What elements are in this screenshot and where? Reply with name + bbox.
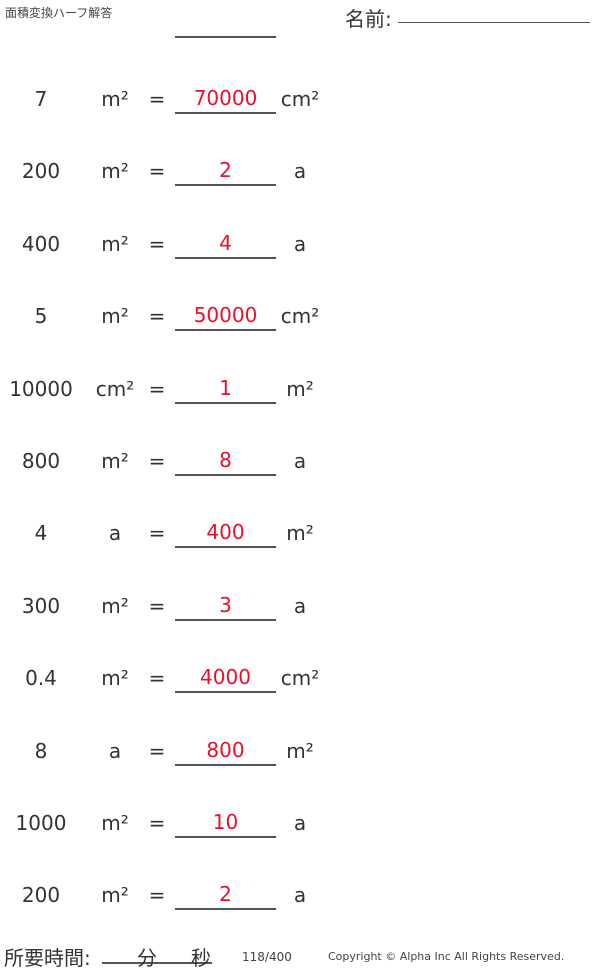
problem-value: 5	[34, 304, 48, 329]
time-field[interactable]	[102, 962, 212, 964]
problem-value: 300	[21, 593, 61, 618]
answer-field[interactable]: 3	[175, 591, 276, 621]
from-unit: m²	[101, 87, 129, 111]
copyright: Copyright © Alpha Inc All Rights Reserve…	[328, 950, 565, 963]
answer-field[interactable]: 2	[175, 156, 276, 187]
from-unit: m²	[101, 666, 129, 691]
answer-field[interactable]: 4000	[175, 663, 276, 694]
answer-field[interactable]: 8	[175, 446, 276, 476]
from-unit: m²	[101, 449, 129, 473]
time-label: 所要時間:	[4, 946, 91, 970]
to-unit: a	[293, 449, 307, 473]
problem-value: 4	[34, 521, 48, 546]
minutes-label: 分	[137, 946, 157, 970]
problem-row: 4 a = 400 m²	[0, 518, 600, 549]
equals-sign: =	[148, 883, 166, 908]
equals-sign: =	[148, 521, 166, 546]
to-unit: a	[293, 159, 307, 184]
problem-value: 0.4	[25, 666, 57, 691]
to-unit: a	[293, 883, 307, 908]
answer-field[interactable]: 10	[175, 808, 276, 838]
from-unit: m²	[101, 159, 129, 184]
problem-value: 10000	[9, 376, 73, 401]
problem-row: 10000 cm² = 1 m²	[0, 374, 600, 404]
answer-field[interactable]: 50000	[175, 301, 276, 332]
problem-row: 5 m² = 50000 cm²	[0, 301, 600, 332]
page-number: 118/400	[242, 950, 292, 964]
equals-sign: =	[148, 811, 166, 835]
from-unit: a	[108, 521, 122, 546]
problem-row: 1000 m² = 10 a	[0, 808, 600, 838]
name-label: 名前:	[345, 7, 392, 31]
to-unit: a	[293, 811, 307, 835]
from-unit: cm²	[95, 376, 135, 401]
equals-sign: =	[148, 738, 166, 763]
top-divider	[175, 36, 276, 38]
problem-row: 400 m² = 4 a	[0, 229, 600, 259]
problem-row: 200 m² = 2 a	[0, 156, 600, 187]
from-unit: m²	[101, 231, 129, 256]
problem-value: 7	[34, 87, 48, 111]
from-unit: m²	[101, 304, 129, 329]
equals-sign: =	[148, 666, 166, 691]
to-unit: a	[293, 231, 307, 256]
problem-row: 7 m² = 70000 cm²	[0, 84, 600, 114]
problem-row: 0.4 m² = 4000 cm²	[0, 663, 600, 694]
to-unit: cm²	[280, 87, 320, 111]
from-unit: a	[108, 738, 122, 763]
equals-sign: =	[148, 593, 166, 618]
to-unit: m²	[286, 521, 314, 546]
problem-value: 8	[34, 738, 48, 763]
answer-field[interactable]: 2	[175, 880, 276, 911]
problem-row: 300 m² = 3 a	[0, 591, 600, 621]
equals-sign: =	[148, 231, 166, 256]
problem-value: 400	[21, 231, 61, 256]
to-unit: m²	[286, 376, 314, 401]
from-unit: m²	[101, 593, 129, 618]
problem-value: 200	[21, 159, 61, 184]
problem-row: 800 m² = 8 a	[0, 446, 600, 476]
equals-sign: =	[148, 87, 166, 111]
equals-sign: =	[148, 304, 166, 329]
answer-field[interactable]: 1	[175, 374, 276, 404]
equals-sign: =	[148, 376, 166, 401]
problem-value: 800	[21, 449, 61, 473]
equals-sign: =	[148, 449, 166, 473]
from-unit: m²	[101, 883, 129, 908]
answer-field[interactable]: 70000	[175, 84, 276, 114]
seconds-label: 秒	[191, 946, 211, 970]
worksheet-title: 面積変換ハーフ解答	[5, 6, 113, 20]
from-unit: m²	[101, 811, 129, 835]
to-unit: a	[293, 593, 307, 618]
problem-value: 200	[21, 883, 61, 908]
answer-field[interactable]: 4	[175, 229, 276, 259]
problem-row: 200 m² = 2 a	[0, 880, 600, 911]
problem-value: 1000	[15, 811, 67, 835]
equals-sign: =	[148, 159, 166, 184]
answer-field[interactable]: 400	[175, 518, 276, 549]
to-unit: cm²	[280, 666, 320, 691]
to-unit: m²	[286, 738, 314, 763]
to-unit: cm²	[280, 304, 320, 329]
problem-row: 8 a = 800 m²	[0, 736, 600, 766]
name-field[interactable]	[398, 22, 590, 23]
answer-field[interactable]: 800	[175, 736, 276, 766]
